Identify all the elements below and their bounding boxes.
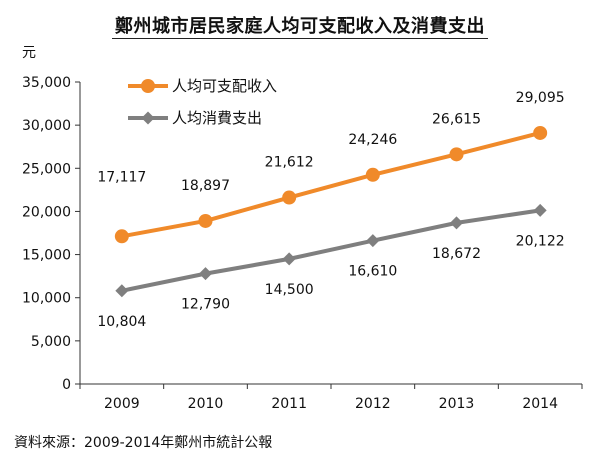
axes: 0 5,000 10,000 15,000 20,000 25,000 30,000 35,0…: [22, 75, 583, 412]
data-label: 20,122: [516, 233, 565, 249]
data-label: 18,897: [181, 178, 230, 194]
legend-marker: [141, 79, 155, 93]
data-point: [366, 234, 380, 248]
data-point: [533, 125, 548, 140]
data-label: 24,246: [348, 132, 397, 148]
data-label: 16,610: [348, 264, 397, 280]
y-tick-label: 25,000: [22, 161, 71, 177]
data-label: 14,500: [265, 282, 314, 298]
x-tick-label: 2010: [188, 396, 224, 412]
data-label: 10,804: [97, 314, 146, 330]
y-tick-label: 30,000: [22, 118, 71, 134]
y-tick-label: 10,000: [22, 291, 71, 307]
data-point: [450, 216, 463, 230]
data-label: 18,672: [432, 246, 481, 262]
y-tick-label: 0: [62, 377, 71, 393]
data-point: [115, 284, 129, 298]
series-line: [119, 208, 543, 293]
y-tick-label: 15,000: [22, 248, 71, 264]
y-axis-unit: 元: [22, 45, 36, 61]
x-tick-label: 2013: [439, 396, 475, 412]
data-label: 21,612: [265, 155, 314, 171]
source-note: 資料來源：2009-2014年鄭州市統計公報: [14, 435, 273, 451]
y-tick-label: 5,000: [31, 334, 71, 350]
data-label: 12,790: [181, 297, 230, 313]
data-point: [282, 190, 297, 205]
data-point: [199, 267, 212, 281]
data-point: [198, 213, 213, 228]
x-tick-label: 2012: [355, 396, 391, 412]
chart-title: 鄭州城市居民家庭人均可支配收入及消費支出: [115, 16, 485, 37]
y-tick-label: 20,000: [22, 204, 71, 220]
data-point: [533, 203, 547, 217]
legend-marker: [141, 111, 155, 125]
series-line: [119, 130, 543, 239]
data-label: 26,615: [432, 111, 481, 127]
series-consumption-expenditure: 10,804 12,790 14,500 16,610 18,672 20,122: [97, 203, 565, 330]
x-tick-label: 2009: [104, 396, 140, 412]
data-point: [282, 252, 296, 266]
data-label: 29,095: [516, 90, 565, 106]
legend-label: 人均消費支出: [172, 109, 262, 127]
data-point: [449, 147, 464, 162]
data-point: [365, 167, 380, 182]
title-underline: [112, 38, 488, 39]
data-point: [114, 229, 129, 244]
series-disposable-income: 17,117 18,897 21,612 24,246 26,615 29,095: [97, 90, 565, 244]
data-label: 17,117: [97, 169, 146, 185]
legend-label: 人均可支配收入: [172, 77, 277, 95]
y-tick-label: 35,000: [22, 75, 71, 91]
x-tick-label: 2014: [522, 396, 558, 412]
series-layer: 17,117 18,897 21,612 24,246 26,615 29,095 10,8…: [97, 90, 564, 330]
x-tick-label: 2011: [271, 396, 307, 412]
